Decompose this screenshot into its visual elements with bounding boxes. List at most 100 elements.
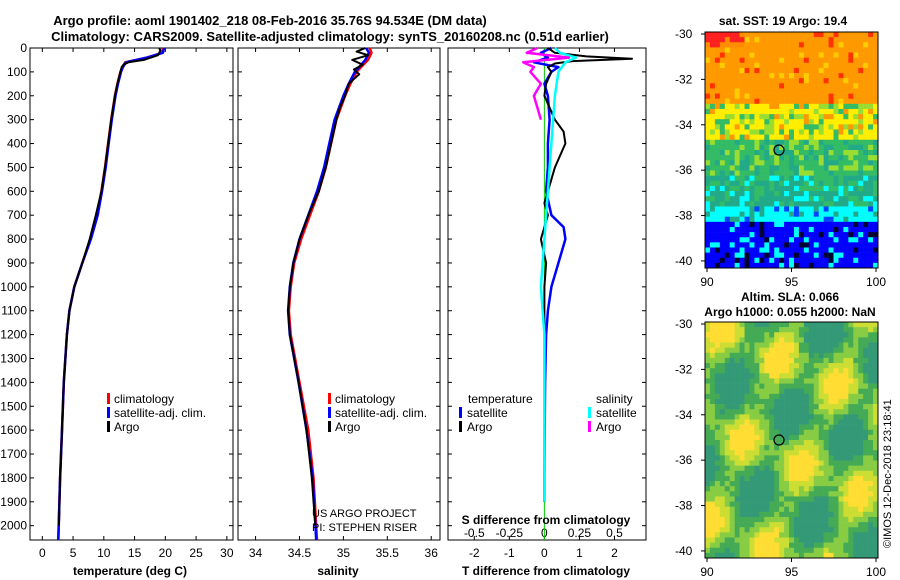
map-cell bbox=[833, 327, 839, 333]
map-cell bbox=[744, 327, 750, 333]
map-cell bbox=[744, 73, 750, 79]
map-cell bbox=[868, 47, 874, 53]
map-cell bbox=[873, 496, 879, 502]
map-cell bbox=[858, 257, 864, 264]
map-cell bbox=[838, 368, 844, 374]
map-cell bbox=[709, 165, 716, 171]
map-cell bbox=[853, 252, 859, 259]
map-cell bbox=[873, 232, 879, 238]
map-cell bbox=[774, 47, 780, 53]
map-cell bbox=[769, 191, 775, 197]
map-cell bbox=[873, 527, 879, 533]
map-cell bbox=[863, 506, 869, 513]
map-cell bbox=[848, 150, 854, 156]
map-cell bbox=[724, 491, 731, 497]
map-cell bbox=[739, 47, 745, 53]
map-cell bbox=[848, 419, 854, 425]
map-cell bbox=[789, 160, 795, 166]
map-cell bbox=[714, 124, 721, 130]
map-cell bbox=[873, 404, 879, 410]
map-cell bbox=[838, 232, 844, 238]
map-cell bbox=[868, 196, 874, 202]
map-cell bbox=[724, 139, 731, 146]
map-cell bbox=[719, 165, 726, 171]
map-cell bbox=[798, 170, 805, 176]
map-cell bbox=[838, 501, 844, 507]
map-cell bbox=[848, 465, 854, 472]
map-cell bbox=[818, 83, 824, 89]
map-cell bbox=[714, 491, 721, 497]
map-cell bbox=[774, 547, 780, 554]
map-cell bbox=[833, 257, 839, 264]
map-cell bbox=[744, 342, 750, 348]
map-cell bbox=[873, 368, 879, 374]
map-cell bbox=[789, 165, 795, 171]
map-cell bbox=[853, 42, 859, 48]
map-cell bbox=[828, 191, 834, 197]
map-cell bbox=[749, 537, 755, 543]
map-cell bbox=[828, 180, 834, 187]
map-cell bbox=[719, 232, 726, 238]
map-cell bbox=[749, 144, 755, 151]
map-cell bbox=[749, 373, 755, 379]
map-cell bbox=[724, 37, 731, 43]
map-cell bbox=[873, 226, 879, 233]
map-cell bbox=[843, 460, 849, 466]
map-cell bbox=[813, 460, 819, 466]
map-cell bbox=[868, 332, 874, 338]
map-cell bbox=[774, 257, 780, 264]
map-cell bbox=[734, 501, 740, 507]
map-cell bbox=[739, 191, 745, 197]
x-tick-label: 2 bbox=[611, 546, 618, 560]
map-cell bbox=[838, 221, 844, 228]
map-cell bbox=[749, 404, 755, 410]
map-cell bbox=[789, 226, 795, 233]
map-cell bbox=[853, 342, 859, 348]
map-cell bbox=[714, 501, 721, 507]
map-cell bbox=[853, 419, 859, 425]
map-cell bbox=[793, 475, 800, 482]
map-cell bbox=[789, 170, 795, 176]
map-cell bbox=[873, 419, 879, 425]
map-cell bbox=[764, 368, 770, 374]
map-cell bbox=[729, 322, 735, 328]
map-cell bbox=[818, 322, 824, 328]
map-cell bbox=[873, 180, 879, 187]
map-cell bbox=[764, 511, 770, 518]
map-cell bbox=[719, 537, 726, 543]
map-cell bbox=[848, 237, 854, 243]
map-cell bbox=[853, 52, 859, 58]
map-cell bbox=[863, 552, 869, 559]
map-cell bbox=[853, 337, 859, 343]
map-cell bbox=[843, 93, 849, 99]
map-cell bbox=[734, 527, 740, 533]
map-cell bbox=[793, 88, 800, 94]
map-cell bbox=[843, 522, 849, 528]
map-cell bbox=[769, 32, 775, 38]
map-cell bbox=[818, 185, 824, 192]
map-cell bbox=[813, 491, 819, 497]
map-cell bbox=[868, 37, 874, 43]
map-cell bbox=[759, 470, 765, 477]
map-cell bbox=[774, 429, 780, 436]
map-cell bbox=[873, 460, 879, 466]
map-cell bbox=[705, 88, 711, 94]
map-cell bbox=[863, 445, 869, 451]
map-cell bbox=[719, 252, 726, 259]
map-cell bbox=[798, 206, 805, 212]
map-cell bbox=[863, 434, 869, 441]
map-cell bbox=[789, 373, 795, 379]
map-cell bbox=[813, 103, 819, 110]
map-cell bbox=[823, 527, 829, 533]
map-cell bbox=[719, 363, 726, 369]
map-cell bbox=[764, 337, 770, 343]
map-cell bbox=[818, 332, 824, 338]
map-cell bbox=[779, 83, 785, 89]
map-cell bbox=[828, 165, 834, 171]
map-cell bbox=[833, 470, 839, 477]
map-cell bbox=[744, 547, 750, 554]
map-cell bbox=[729, 404, 735, 410]
map-cell bbox=[744, 393, 750, 400]
map-cell bbox=[759, 496, 765, 502]
map-cell bbox=[719, 185, 726, 192]
